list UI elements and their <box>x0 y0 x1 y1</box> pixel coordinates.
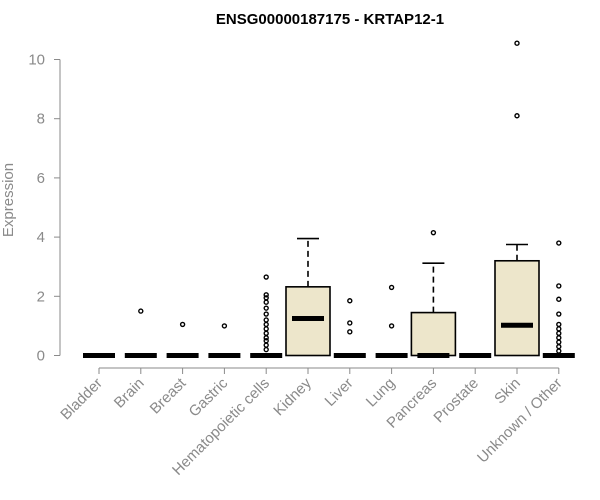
outlier-point <box>179 321 186 328</box>
x-tick-label: Liver <box>322 375 357 410</box>
x-tick-label: Lung <box>363 375 399 411</box>
outlier-point <box>263 292 269 298</box>
outlier-point <box>347 320 353 326</box>
outlier-point <box>556 335 562 341</box>
outlier-point <box>263 274 269 280</box>
outlier-point <box>556 326 562 332</box>
outlier-point <box>263 326 269 332</box>
box-group <box>375 284 408 358</box>
outlier-point <box>388 323 395 329</box>
y-axis: 0 2 4 6 8 10 <box>28 52 61 365</box>
outlier-point <box>263 346 269 353</box>
x-tick-label: Breast <box>147 374 190 417</box>
x-tick-label: Skin <box>491 375 524 408</box>
outlier-point <box>263 338 269 344</box>
outlier-point <box>221 323 228 329</box>
box-iqr <box>285 286 331 357</box>
box-group <box>250 274 283 358</box>
outlier-point <box>556 283 562 289</box>
outlier-point <box>263 299 269 305</box>
box-group <box>285 237 331 357</box>
box-group <box>410 229 457 358</box>
outlier-point <box>263 305 269 311</box>
outlier-point <box>263 317 269 323</box>
y-tick-label: 10 <box>28 52 45 69</box>
x-tick-label: Kidney <box>270 374 315 419</box>
chart-title: ENSG00000187175 - KRTAP12-1 <box>216 11 444 28</box>
box-group <box>208 323 241 358</box>
outlier-point <box>263 342 269 348</box>
box-group <box>494 40 540 357</box>
box-iqr <box>410 311 457 357</box>
outlier-point <box>263 335 269 341</box>
outlier-point <box>556 343 562 350</box>
outlier-point <box>556 240 562 246</box>
outlier-point <box>556 348 562 354</box>
outlier-point <box>138 308 144 314</box>
boxes-layer <box>83 40 575 358</box>
outlier-point <box>347 329 353 335</box>
y-tick-label: 2 <box>37 288 45 305</box>
x-tick-label: Brain <box>111 375 148 412</box>
box-iqr <box>494 259 540 357</box>
y-tick-label: 6 <box>37 170 45 187</box>
outlier-point <box>556 339 562 345</box>
x-tick-label: Bladder <box>57 375 106 424</box>
outlier-point <box>556 330 562 336</box>
box-group <box>542 240 575 358</box>
outlier-point <box>514 113 520 119</box>
x-tick-label: Prostate <box>430 375 482 427</box>
outlier-point <box>263 330 269 336</box>
outlier-point <box>263 321 269 328</box>
box-group <box>124 308 157 358</box>
outlier-point <box>556 296 562 302</box>
outlier-point <box>263 295 269 301</box>
y-tick-label: 4 <box>37 229 45 246</box>
outlier-point <box>430 229 437 236</box>
outlier-point <box>514 40 520 46</box>
box-group <box>166 321 199 358</box>
y-tick-label: 0 <box>37 348 45 365</box>
outlier-point <box>556 311 562 317</box>
outlier-point <box>556 321 562 328</box>
y-tick-label: 8 <box>37 111 45 128</box>
outlier-point <box>388 284 395 291</box>
box-group <box>333 298 366 358</box>
y-axis-label: Expression <box>0 163 17 237</box>
outlier-point <box>263 311 269 317</box>
outlier-point <box>347 298 353 304</box>
